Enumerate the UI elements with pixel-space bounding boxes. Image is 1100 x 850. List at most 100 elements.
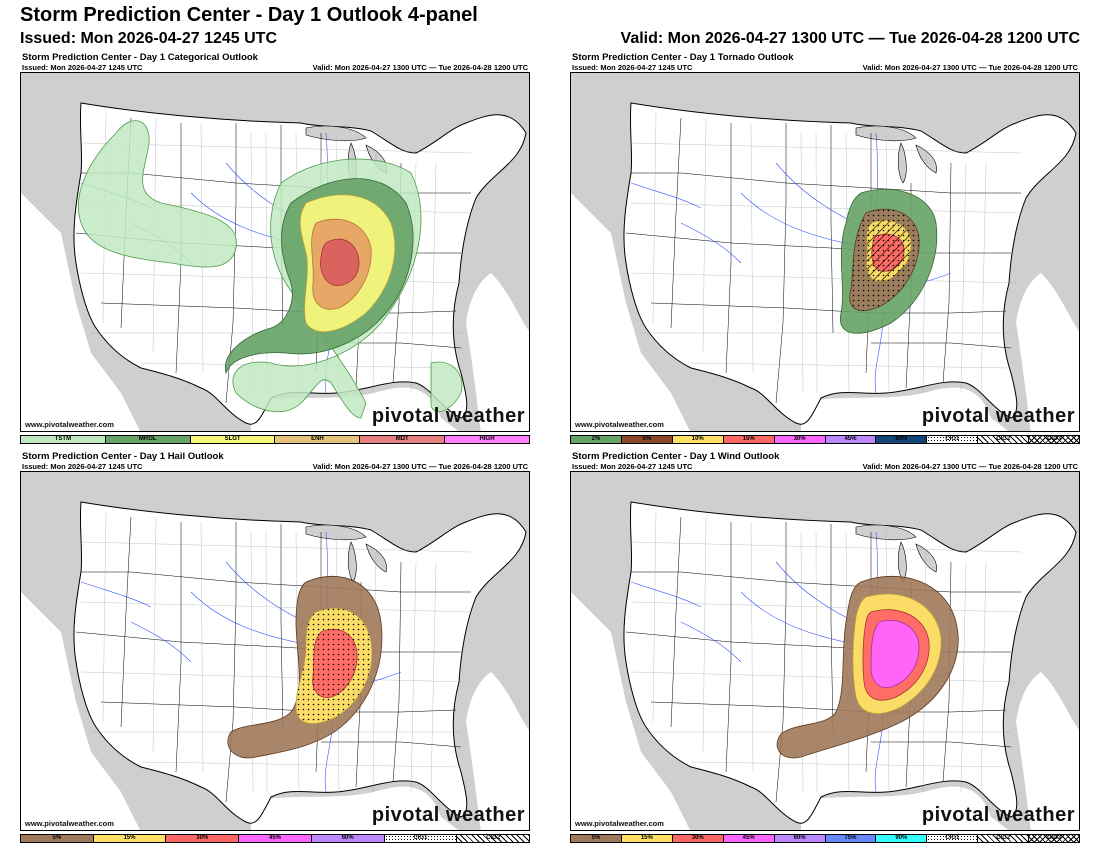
map-categorical[interactable]: www.pivotalweather.com pivotal weather	[20, 72, 530, 432]
legend-swatch: CIG2	[978, 835, 1030, 842]
page-title: Storm Prediction Center - Day 1 Outlook …	[20, 4, 478, 26]
panel-tornado: Storm Prediction Center - Day 1 Tornado …	[570, 52, 1080, 444]
legend-label: HIGH	[479, 436, 495, 442]
legend-label: 60%	[793, 835, 806, 841]
legend-swatch: 45%	[239, 835, 312, 842]
panel-issued: Issued: Mon 2026-04-27 1245 UTC	[22, 462, 143, 471]
panel-valid: Valid: Mon 2026-04-27 1300 UTC — Tue 202…	[862, 63, 1078, 72]
legend-bar: 2% 5% 10% 15% 30% 45% 60% CIG1 CIG2 CIG3	[570, 435, 1080, 444]
legend-swatch: 30%	[166, 835, 240, 842]
legend-swatch: 5%	[21, 835, 94, 842]
watermark-logo: pivotal weather	[921, 405, 1075, 427]
legend-swatch: CIG3	[1029, 436, 1080, 443]
panel-categorical: Storm Prediction Center - Day 1 Categori…	[20, 52, 530, 444]
panel-wind: Storm Prediction Center - Day 1 Wind Out…	[570, 451, 1080, 843]
legend-label: 90%	[895, 835, 908, 841]
legend-swatch: 60%	[774, 835, 826, 842]
legend-swatch: CIG1	[927, 436, 979, 443]
legend-bar: 5% 15% 30% 45% 60% 75% 90% CIG1 CIG2 CIG3	[570, 834, 1080, 843]
source-url: www.pivotalweather.com	[25, 819, 114, 828]
legend-bar: 5% 15% 30% 45% 60% CIG1 CIG2	[20, 834, 530, 843]
legend-label: CIG3	[1047, 835, 1062, 841]
legend-label: 5%	[591, 835, 601, 841]
legend-label: 15%	[742, 436, 755, 442]
legend-label: CIG2	[996, 436, 1011, 442]
legend-swatch: CIG1	[384, 835, 458, 842]
legend-swatch: 15%	[723, 436, 775, 443]
legend-label: 45%	[844, 436, 857, 442]
legend-label: 30%	[793, 436, 806, 442]
legend-swatch: 60%	[876, 436, 928, 443]
legend-swatch: CIG3	[1029, 835, 1080, 842]
legend-swatch: 30%	[672, 835, 724, 842]
legend-swatch: MDT	[360, 436, 446, 443]
source-url: www.pivotalweather.com	[575, 420, 664, 429]
map-hail[interactable]: www.pivotalweather.com pivotal weather	[20, 471, 530, 831]
map-tornado[interactable]: www.pivotalweather.com pivotal weather	[570, 72, 1080, 432]
issued-time: Issued: Mon 2026-04-27 1245 UTC	[20, 30, 277, 47]
panel-issued: Issued: Mon 2026-04-27 1245 UTC	[572, 462, 693, 471]
source-url: www.pivotalweather.com	[575, 819, 664, 828]
legend-swatch: CIG2	[978, 436, 1030, 443]
legend-label: 2%	[591, 436, 601, 442]
legend-swatch: 60%	[311, 835, 385, 842]
legend-swatch: 30%	[774, 436, 826, 443]
map-wind[interactable]: www.pivotalweather.com pivotal weather	[570, 471, 1080, 831]
legend-swatch: 5%	[621, 436, 673, 443]
legend-swatch: 90%	[876, 835, 928, 842]
legend-label: CIG2	[996, 835, 1011, 841]
watermark-logo: pivotal weather	[371, 804, 525, 826]
legend-label: ENH	[311, 436, 324, 442]
legend-label: 30%	[691, 835, 704, 841]
legend-swatch: 15%	[621, 835, 673, 842]
valid-time: Valid: Mon 2026-04-27 1300 UTC — Tue 202…	[620, 30, 1080, 47]
panel-title: Storm Prediction Center - Day 1 Categori…	[22, 52, 258, 63]
legend-label: 5%	[642, 436, 652, 442]
panel-title: Storm Prediction Center - Day 1 Wind Out…	[572, 451, 780, 462]
panel-issued: Issued: Mon 2026-04-27 1245 UTC	[22, 63, 143, 72]
legend-label: CIG1	[945, 436, 960, 442]
watermark-logo: pivotal weather	[371, 405, 525, 427]
legend-swatch: 15%	[93, 835, 167, 842]
legend-label: MRGL	[138, 436, 157, 442]
panel-valid: Valid: Mon 2026-04-27 1300 UTC — Tue 202…	[862, 462, 1078, 471]
panel-valid: Valid: Mon 2026-04-27 1300 UTC — Tue 202…	[312, 63, 528, 72]
legend-swatch: 45%	[825, 436, 877, 443]
source-url: www.pivotalweather.com	[25, 420, 114, 429]
legend-label: 30%	[196, 835, 209, 841]
legend-label: 15%	[123, 835, 136, 841]
legend-label: 60%	[895, 436, 908, 442]
legend-swatch: SLGT	[190, 436, 276, 443]
watermark-logo: pivotal weather	[921, 804, 1075, 826]
legend-swatch: ENH	[275, 436, 361, 443]
panel-hail: Storm Prediction Center - Day 1 Hail Out…	[20, 451, 530, 843]
panel-title: Storm Prediction Center - Day 1 Tornado …	[572, 52, 794, 63]
legend-swatch: 2%	[571, 436, 622, 443]
legend-label: 15%	[640, 835, 653, 841]
legend-swatch: CIG2	[457, 835, 530, 842]
legend-swatch: CIG1	[927, 835, 979, 842]
legend-label: CIG1	[945, 835, 960, 841]
legend-swatch: 75%	[825, 835, 877, 842]
legend-label: 45%	[742, 835, 755, 841]
legend-bar: TSTM MRGL SLGT ENH MDT HIGH	[20, 435, 530, 444]
legend-swatch: MRGL	[105, 436, 191, 443]
legend-label: CIG1	[413, 835, 428, 841]
panel-title: Storm Prediction Center - Day 1 Hail Out…	[22, 451, 224, 462]
legend-label: TSTM	[54, 436, 72, 442]
legend-label: 75%	[844, 835, 857, 841]
legend-swatch: 45%	[723, 835, 775, 842]
panel-issued: Issued: Mon 2026-04-27 1245 UTC	[572, 63, 693, 72]
legend-label: CIG2	[486, 835, 501, 841]
legend-label: MDT	[395, 436, 409, 442]
legend-swatch: TSTM	[21, 436, 106, 443]
legend-label: 45%	[269, 835, 282, 841]
panel-valid: Valid: Mon 2026-04-27 1300 UTC — Tue 202…	[312, 462, 528, 471]
legend-label: SLGT	[224, 436, 241, 442]
legend-swatch: 10%	[672, 436, 724, 443]
legend-swatch: 5%	[571, 835, 622, 842]
legend-swatch: HIGH	[445, 436, 529, 443]
legend-label: 10%	[691, 436, 704, 442]
legend-label: CIG3	[1047, 436, 1062, 442]
legend-label: 5%	[52, 835, 62, 841]
